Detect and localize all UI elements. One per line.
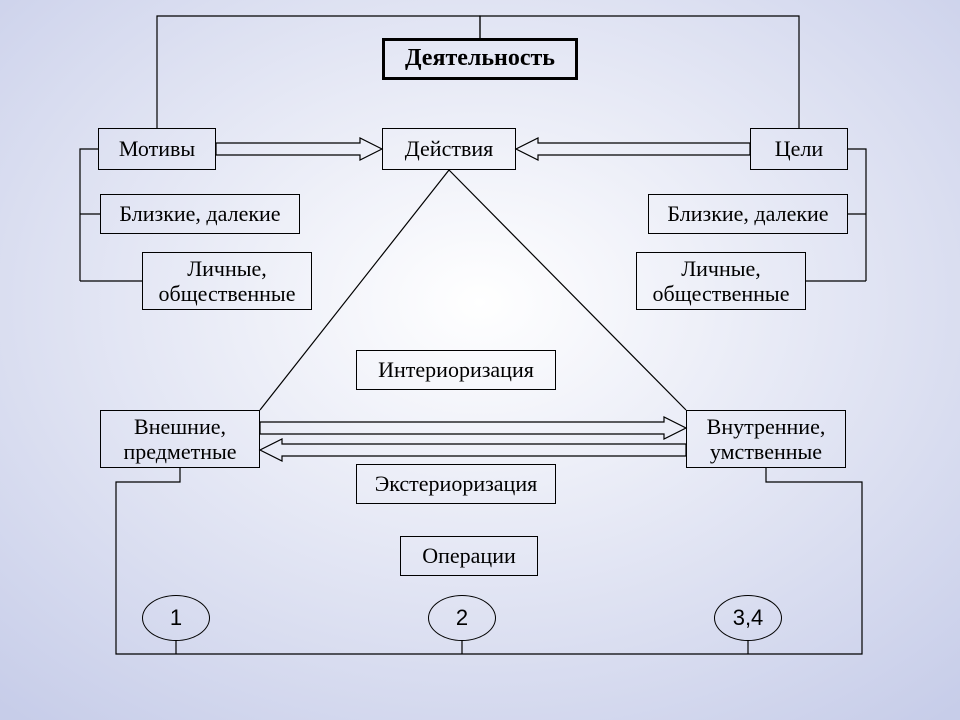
label: Мотивы <box>119 136 195 161</box>
label: 3,4 <box>733 605 764 631</box>
label: Операции <box>422 543 516 568</box>
box-exteriorization: Экстериоризация <box>356 464 556 504</box>
label: Цели <box>775 136 823 161</box>
box-external-objective: Внешние, предметные <box>100 410 260 468</box>
box-activity-title: Деятельность <box>382 38 578 80</box>
ellipse-34: 3,4 <box>714 595 782 641</box>
box-goals-personal-social: Личные, общественные <box>636 252 806 310</box>
label: Деятельность <box>405 45 555 73</box>
box-motives-near-far: Близкие, далекие <box>100 194 300 234</box>
label: Действия <box>405 136 493 161</box>
label: Личные, общественные <box>159 256 296 307</box>
label: Личные, общественные <box>653 256 790 307</box>
box-goals: Цели <box>750 128 848 170</box>
label: Экстериоризация <box>375 471 537 496</box>
label: Внутренние, умственные <box>707 414 826 465</box>
box-actions: Действия <box>382 128 516 170</box>
label: 1 <box>170 605 182 631</box>
label: Внешние, предметные <box>123 414 236 465</box>
box-interiorization: Интериоризация <box>356 350 556 390</box>
box-internal-mental: Внутренние, умственные <box>686 410 846 468</box>
ellipse-2: 2 <box>428 595 496 641</box>
label: Близкие, далекие <box>667 201 828 226</box>
box-motives-personal-social: Личные, общественные <box>142 252 312 310</box>
label: Интериоризация <box>378 357 534 382</box>
box-motives: Мотивы <box>98 128 216 170</box>
label: 2 <box>456 605 468 631</box>
box-operations: Операции <box>400 536 538 576</box>
box-goals-near-far: Близкие, далекие <box>648 194 848 234</box>
diagram-stage: Деятельность Мотивы Действия Цели Близки… <box>0 0 960 720</box>
ellipse-1: 1 <box>142 595 210 641</box>
label: Близкие, далекие <box>119 201 280 226</box>
